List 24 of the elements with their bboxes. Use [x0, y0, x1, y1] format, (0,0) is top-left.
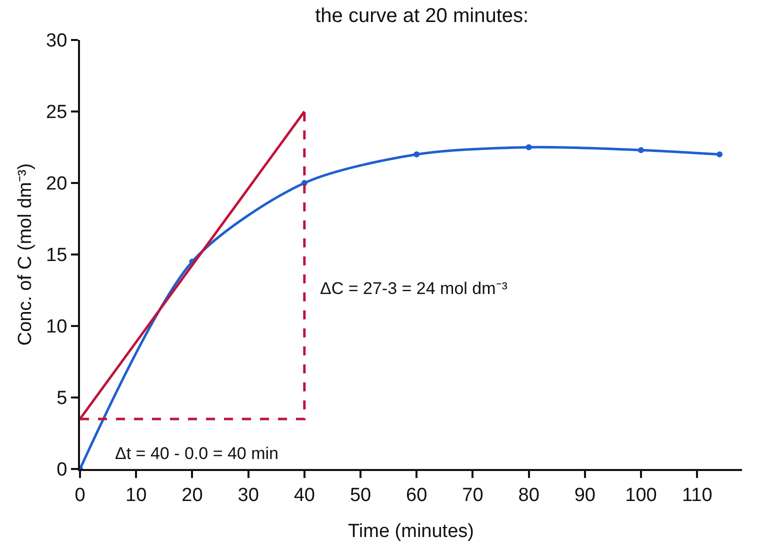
y-tick-label: 30 — [46, 30, 68, 52]
x-tick-label: 90 — [574, 484, 596, 506]
x-tick-label: 30 — [238, 484, 259, 506]
chart-title: the curve at 20 minutes: — [315, 5, 529, 28]
x-tick-label: 80 — [518, 484, 540, 506]
x-tick-label: 20 — [182, 484, 203, 506]
x-tick-label: 100 — [625, 484, 657, 506]
y-axis-title: Conc. of C (mol dm⁻³) — [15, 163, 36, 346]
x-tick-label: 10 — [126, 484, 147, 506]
y-tick-label: 20 — [46, 174, 68, 195]
y-tick-label: 0 — [56, 460, 68, 481]
x-tick-label: 110 — [682, 484, 712, 506]
y-tick-label: 10 — [46, 316, 68, 338]
y-tick-label: 5 — [56, 388, 68, 410]
x-tick-label: 60 — [406, 484, 428, 506]
x-tick-label: 0 — [74, 484, 86, 506]
y-tick-label: 15 — [46, 245, 68, 266]
x-tick-label: 40 — [294, 484, 315, 506]
x-tick-label: 50 — [350, 484, 372, 506]
x-tick-label: 70 — [462, 484, 484, 506]
x-axis-title: Time (minutes) — [348, 521, 474, 542]
annotation: Δt = 40 - 0.0 = 40 min — [115, 444, 279, 463]
y-tick-label: 25 — [46, 102, 68, 124]
annotation: ΔC = 27-3 = 24 mol dm⁻³ — [320, 279, 508, 298]
